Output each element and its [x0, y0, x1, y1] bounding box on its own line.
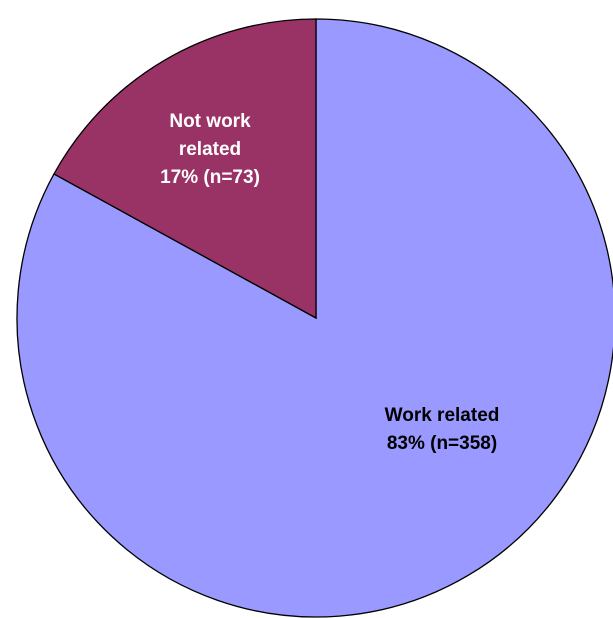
category-label: Not work related — [169, 111, 251, 160]
value-label: 83% (n=358) — [386, 433, 498, 454]
value-label: 17% (n=73) — [160, 167, 260, 188]
pie-slice — [53, 18, 317, 320]
slice-label: Work related 83% (n=358) — [342, 402, 542, 458]
category-label: Work related — [384, 405, 500, 426]
slice-label: Not work related 17% (n=73) — [155, 108, 265, 192]
